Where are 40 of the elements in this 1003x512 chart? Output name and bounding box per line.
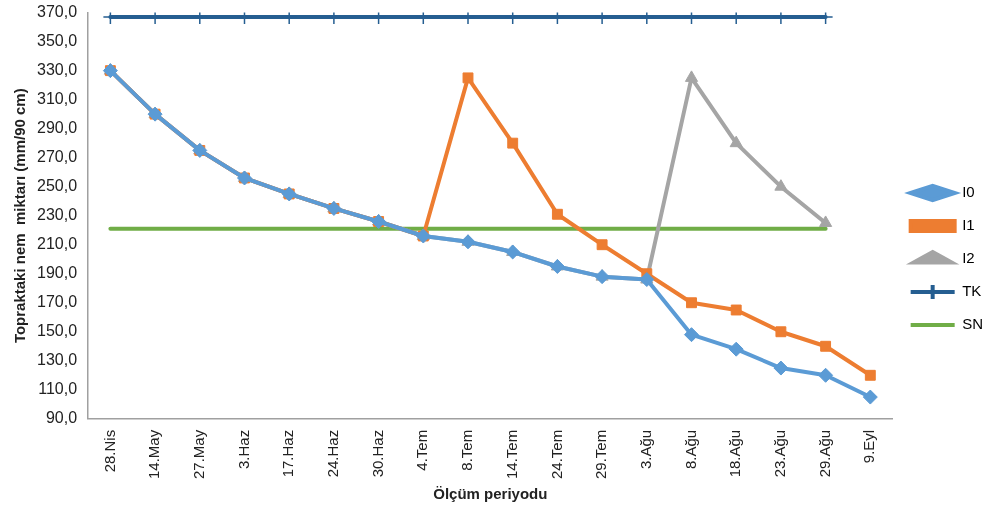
x-tick-label: 17.Haz <box>279 429 297 478</box>
y-tick-label: 230,0 <box>36 206 78 224</box>
x-tick-label: 3.Ağu <box>636 429 654 470</box>
x-tick-label: 30.Haz <box>368 429 386 478</box>
y-tick-label: 290,0 <box>36 119 78 137</box>
y-tick-label: 90,0 <box>45 409 78 427</box>
y-tick-label: 350,0 <box>36 32 78 50</box>
x-tick-label: 24.Haz <box>324 429 342 478</box>
legend-label: SN <box>962 315 984 333</box>
legend-label: TK <box>962 282 982 300</box>
x-tick-label: 14.May <box>145 429 163 480</box>
y-tick-label: 150,0 <box>36 322 78 340</box>
x-tick-label: 23.Ağu <box>771 429 789 478</box>
x-tick-label: 29.Tem <box>592 429 610 480</box>
legend-label: I1 <box>962 216 975 234</box>
x-tick-label: 28.Nis <box>100 429 118 473</box>
x-tick-label: 29.Ağu <box>815 429 833 478</box>
x-tick-label: 8.Ağu <box>681 429 699 470</box>
x-tick-label: 9.Eyl <box>860 429 878 464</box>
y-tick-label: 210,0 <box>36 235 78 253</box>
y-tick-label: 170,0 <box>36 293 78 311</box>
x-tick-label: 24.Tem <box>547 429 565 480</box>
y-tick-label: 130,0 <box>36 351 78 369</box>
x-tick-label: 4.Tem <box>413 429 431 471</box>
y-axis-title: Topraktaki nem miktarı (mm/90 cm) <box>11 88 29 344</box>
y-tick-label: 310,0 <box>36 90 78 108</box>
y-tick-label: 270,0 <box>36 148 78 166</box>
y-tick-label: 250,0 <box>36 177 78 195</box>
legend-label: I2 <box>962 249 975 267</box>
y-tick-label: 370,0 <box>36 3 78 21</box>
y-tick-label: 190,0 <box>36 264 78 282</box>
x-tick-label: 27.May <box>189 429 207 480</box>
legend-label: I0 <box>962 183 975 201</box>
x-axis-title: Ölçüm periyodu <box>433 485 548 503</box>
x-tick-label: 8.Tem <box>458 429 476 471</box>
y-tick-label: 330,0 <box>36 61 78 79</box>
x-tick-label: 18.Ağu <box>726 429 744 478</box>
x-tick-label: 14.Tem <box>502 429 520 480</box>
x-tick-label: 3.Haz <box>234 429 252 469</box>
y-tick-label: 110,0 <box>38 380 78 398</box>
